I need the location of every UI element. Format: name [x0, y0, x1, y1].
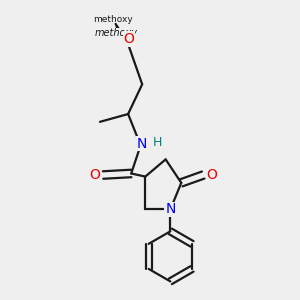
- Text: methoxy: methoxy: [95, 28, 138, 38]
- Text: N: N: [165, 202, 175, 216]
- Text: O: O: [123, 32, 134, 46]
- Text: O: O: [89, 168, 100, 182]
- Text: N: N: [137, 137, 147, 151]
- Text: O: O: [206, 168, 218, 182]
- Text: methoxy: methoxy: [93, 15, 133, 24]
- Text: H: H: [152, 136, 162, 149]
